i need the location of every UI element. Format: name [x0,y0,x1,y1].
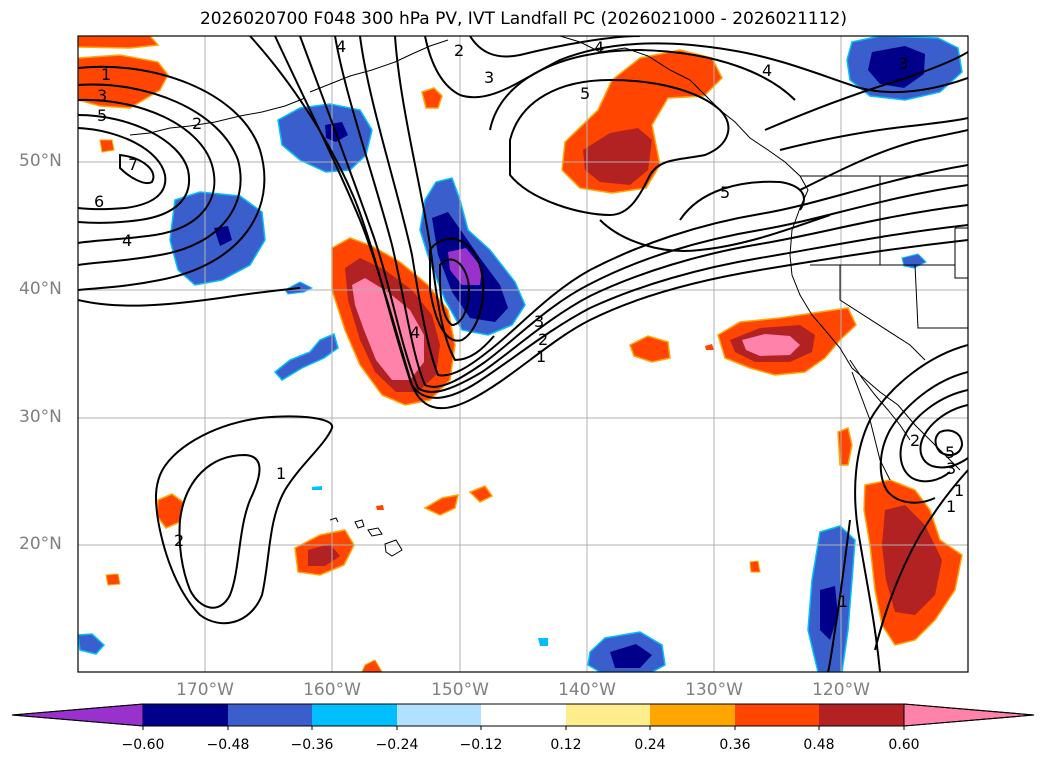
colorbar-tick-label: 0.60 [888,737,920,753]
contour-label: 1 [838,592,848,611]
lon-label-160w: 160°W [303,680,361,700]
contour-label: 3 [898,54,908,73]
contour-labels: 1 3 5 2 4 6 7 4 2 3 4 5 4 3 5 3 2 1 4 1 … [94,37,964,611]
anomaly-patch-small-12 [312,486,322,490]
contour-label: 5 [97,106,107,125]
lon-label-140w: 140°W [558,680,616,700]
anomaly-patch-blue-2 [169,191,266,286]
ivt-contours [78,36,968,672]
contour-label: 1 [276,464,286,483]
anomaly-patch-california [717,307,857,376]
contour-label: 4 [594,38,604,57]
anomaly-patch-small-7 [105,573,121,586]
contour-label: 3 [946,459,956,478]
contour-label: 6 [94,192,104,211]
contour-label: 4 [122,231,132,250]
map-title: 2026020700 F048 300 hPa PV, IVT Landfall… [199,9,847,29]
coastlines [129,36,968,557]
contour-label: 2 [538,330,548,349]
contour-label: 5 [580,84,590,103]
lat-label-50n: 50°N [19,151,62,171]
anomaly-patch-small-11 [376,505,384,510]
contour-label: 1 [536,347,546,366]
colorbar-tick-label: −0.36 [290,737,334,753]
anomaly-patch-gulf [561,49,723,194]
anomaly-patch-small-1 [421,87,443,109]
map-frame [77,35,969,673]
colorbar-tick-label: −0.24 [375,737,419,753]
anomaly-patch-small-13 [749,560,761,573]
contour-label: 5 [720,183,730,202]
lat-label-20n: 20°N [19,534,62,554]
lon-label-130w: 130°W [685,680,743,700]
contour-label: 7 [128,155,138,174]
anomaly-patch-small-3 [273,332,339,381]
map-content: 1 3 5 2 4 6 7 4 2 3 4 5 4 3 5 3 2 1 4 1 … [78,36,968,672]
anomaly-patch-small-10 [468,485,494,503]
contour-label: 2 [174,531,184,550]
contour-label: 2 [910,431,920,450]
anomaly-patch-bottom-right-blue [807,525,856,672]
lon-label-150w: 150°W [431,680,489,700]
anomaly-patch-topright [846,36,963,101]
contour-label: 4 [762,61,772,80]
contour-label: 3 [484,68,494,87]
contour-label: 4 [410,323,420,342]
lat-label-30n: 30°N [19,407,62,427]
anomaly-patch-bottom-blue [587,631,666,672]
colorbar-tick-label: −0.60 [121,737,165,753]
contour-label: 4 [336,37,346,56]
contour-label: 5 [945,443,955,462]
contour-label: 3 [97,86,107,105]
contour-label: 1 [101,65,111,84]
lon-label-170w: 170°W [176,680,234,700]
colorbar-tick-label: −0.48 [206,737,250,753]
colorbar-tick-label: 0.48 [803,737,835,753]
anomaly-patch-small-17 [361,659,383,672]
contour-label: 2 [454,41,464,60]
anomaly-patch-small-16 [538,638,548,646]
lat-label-40n: 40°N [19,279,62,299]
colorbar-tick-label: 0.36 [719,737,751,753]
graticule [78,36,968,672]
colorbar-tick-label: 0.24 [634,737,666,753]
contour-label: 2 [192,114,202,133]
anomaly-patch-topleft [78,36,169,153]
contour-label: 3 [534,312,544,331]
anomaly-patch-small-5 [705,344,714,350]
colorbar-tick-label: 0.12 [550,737,582,753]
lon-label-120w: 120°W [812,680,870,700]
colorbar-tick-label: −0.12 [459,737,503,753]
anomaly-patch-small-9 [423,494,459,516]
anomaly-patch-small-4 [629,335,671,363]
contour-label: 1 [946,497,956,516]
anomaly-patch-small-15 [78,633,106,655]
contour-label: 1 [954,481,964,500]
